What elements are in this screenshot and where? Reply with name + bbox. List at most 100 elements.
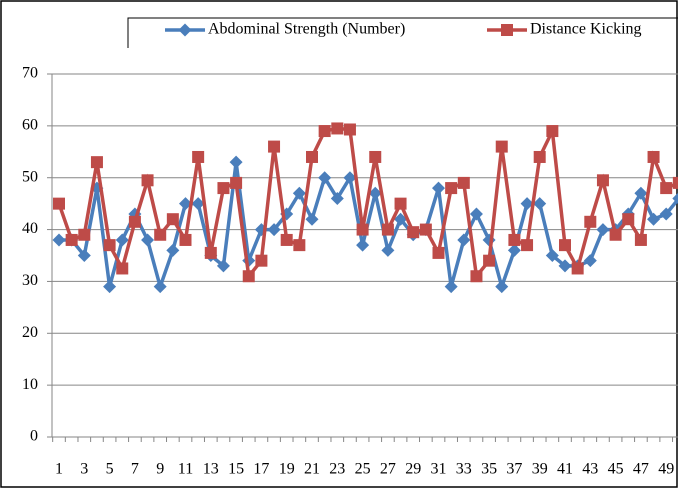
marker [53,197,65,210]
marker [153,280,167,294]
marker [469,207,483,221]
x-tick-label: 27 [380,461,396,478]
marker [229,155,243,169]
legend-marker [501,24,513,36]
marker [432,246,445,259]
marker [394,212,408,226]
x-tick-label: 5 [106,461,114,478]
y-tick-label: 40 [22,220,38,237]
marker [255,254,268,267]
y-tick-label: 10 [22,376,38,393]
marker [141,233,155,247]
marker [659,207,673,221]
marker [495,280,509,294]
marker [483,254,496,267]
marker [103,280,117,294]
y-tick-label: 70 [22,65,38,82]
marker [596,223,610,237]
marker [558,259,572,273]
y-tick-label: 60 [22,117,38,134]
x-tick-label: 45 [608,461,624,478]
marker [660,182,673,195]
marker [508,233,521,246]
marker [230,176,243,189]
marker [647,212,661,226]
legend-label: Abdominal Strength (Number) [208,21,405,38]
marker [292,186,306,200]
y-tick-label: 30 [22,272,38,289]
marker [470,270,483,283]
x-tick-label: 29 [405,461,421,478]
marker [368,186,382,200]
marker [179,233,192,246]
marker [90,156,103,169]
y-tick-label: 50 [22,168,38,185]
marker [609,228,622,241]
x-tick-label: 9 [156,461,164,478]
marker [318,171,332,185]
marker [280,233,293,246]
marker [343,171,357,185]
marker [432,181,445,195]
y-tick-label: 0 [30,428,38,445]
x-tick-label: 11 [178,461,193,478]
marker [583,254,597,268]
x-tick-label: 21 [304,461,320,478]
marker [166,213,179,226]
x-tick-label: 33 [456,461,472,478]
marker [191,197,205,211]
marker [293,239,306,252]
marker [242,270,255,283]
marker [381,243,395,257]
marker [65,233,78,246]
marker [305,212,319,226]
x-tick-label: 7 [131,461,139,478]
marker [179,197,192,211]
marker [204,246,217,259]
marker [596,174,609,187]
marker [217,182,230,195]
marker [77,249,91,262]
y-tick-label: 20 [22,324,38,341]
marker [356,223,369,236]
marker [306,150,318,163]
marker [521,239,534,252]
marker [115,233,129,247]
marker [545,249,559,262]
marker [78,228,91,241]
marker [330,191,344,205]
x-tick-label: 49 [658,461,674,478]
marker [154,228,167,241]
marker [444,280,458,294]
x-tick-label: 35 [481,461,497,478]
marker [141,174,154,187]
marker [216,259,230,273]
x-tick-label: 23 [329,461,345,478]
x-tick-label: 31 [431,461,447,478]
marker [268,140,281,153]
marker [128,215,141,228]
marker [116,262,129,275]
marker [52,233,66,247]
marker [394,197,407,210]
marker [343,123,356,136]
marker [192,150,205,163]
legend-marker [178,23,192,37]
marker [533,197,547,211]
marker [584,215,597,228]
x-tick-label: 41 [557,461,573,478]
marker [407,226,420,239]
marker [419,223,432,236]
x-tick-label: 39 [532,461,548,478]
marker [457,176,470,189]
x-tick-label: 43 [582,461,598,478]
marker [267,223,281,237]
marker [356,238,370,252]
marker [507,243,521,257]
x-tick-label: 47 [633,461,649,478]
x-tick-label: 13 [203,461,219,478]
marker [634,233,647,246]
marker [571,262,584,275]
